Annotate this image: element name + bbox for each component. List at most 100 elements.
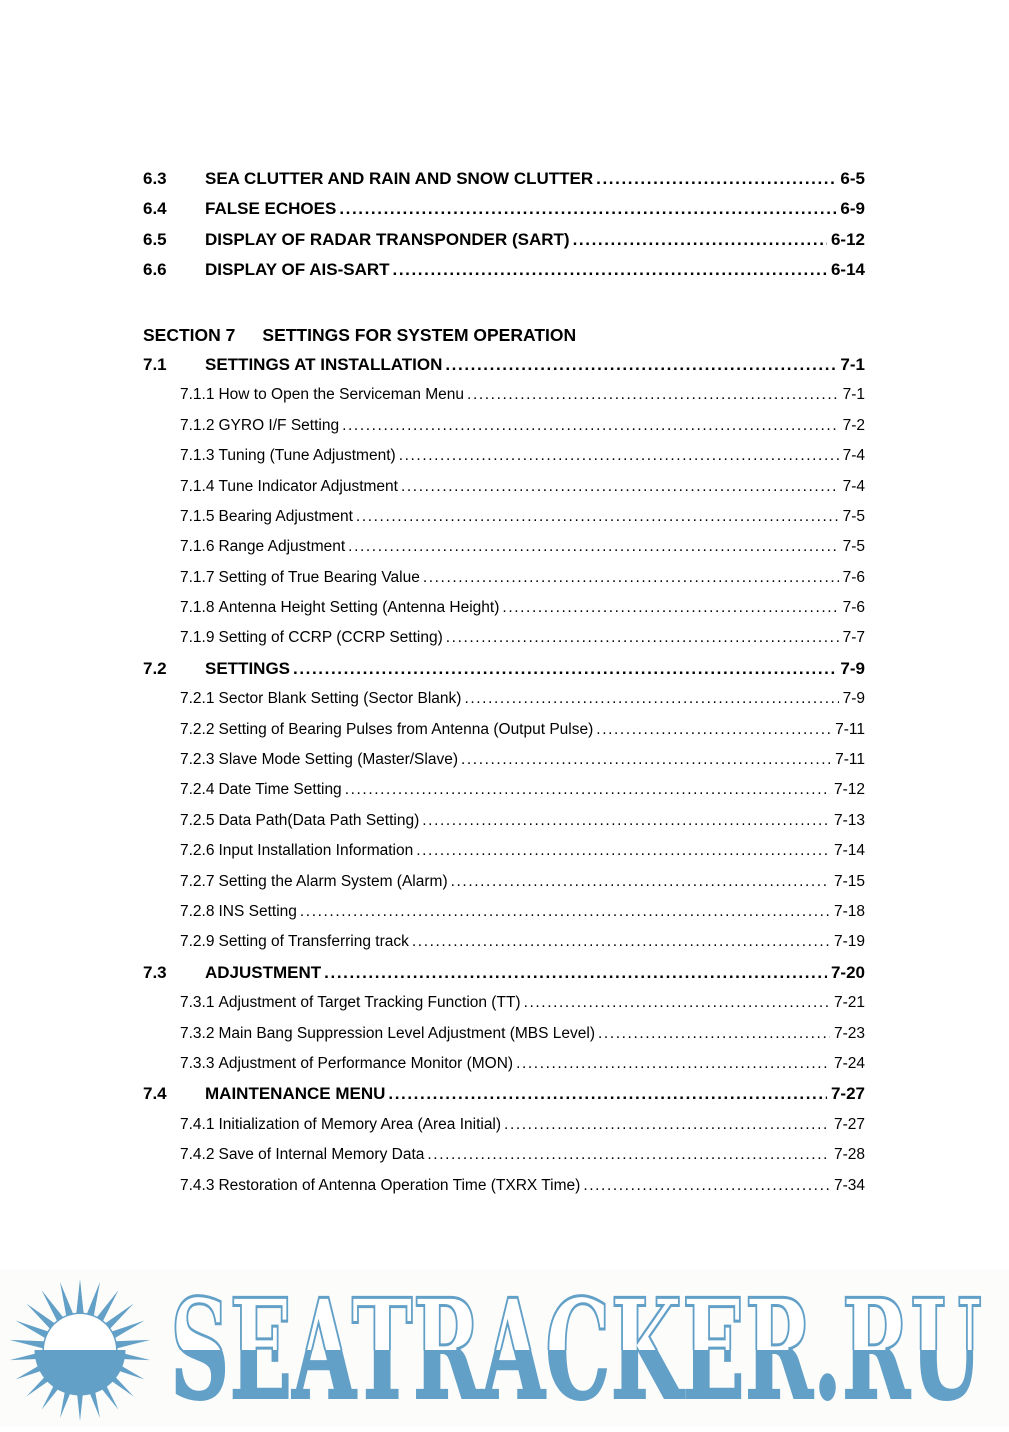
toc-subentry-page: 7-24: [833, 1054, 865, 1072]
toc-subentry-page: 7-4: [842, 447, 865, 465]
section-heading-title: SETTINGS FOR SYSTEM OPERATION: [262, 324, 577, 345]
toc-subentry-page: 7-9: [842, 690, 865, 708]
toc-entry-title: DISPLAY OF AIS-SART: [205, 260, 390, 280]
toc-subentry-title: Main Bang Suppression Level Adjustment (…: [218, 1024, 595, 1042]
toc-subentry: 7.2.6 Input Installation Information ...…: [143, 836, 865, 866]
toc-subentry-number: 7.1.6: [180, 538, 215, 556]
toc-subentry-number: 7.1.7: [180, 568, 215, 586]
toc-dot-leader: ........................................…: [411, 933, 830, 951]
toc-dot-leader: ........................................…: [344, 781, 830, 799]
toc-subentry-number: 7.4.3: [180, 1176, 215, 1194]
table-of-contents: 6.3 SEA CLUTTER AND RAIN AND SNOW CLUTTE…: [143, 164, 865, 1201]
toc-subentry-page: 7-5: [842, 538, 865, 556]
toc-subentry-title: Adjustment of Target Tracking Function (…: [218, 994, 521, 1012]
toc-entry: 6.3 SEA CLUTTER AND RAIN AND SNOW CLUTTE…: [143, 164, 865, 194]
toc-subentry-number: 7.3.1: [180, 994, 215, 1012]
toc-subentry-title: Data Path(Data Path Setting): [218, 811, 420, 829]
toc-subentry-title: Date Time Setting: [218, 781, 342, 799]
toc-subentry-page: 7-12: [833, 781, 865, 799]
toc-subentry-page: 7-34: [833, 1176, 865, 1194]
toc-subentry: 7.2.1 Sector Blank Setting (Sector Blank…: [143, 684, 865, 714]
toc-subentry-title: Save of Internal Memory Data: [218, 1146, 425, 1164]
toc-subentry: 7.2.4 Date Time Setting ................…: [143, 775, 865, 805]
sun-lower-half: [34, 1350, 126, 1396]
toc-subentry-number: 7.3.2: [180, 1024, 215, 1042]
toc-dot-leader: ........................................…: [339, 199, 836, 219]
toc-dot-leader: ........................................…: [583, 1176, 830, 1194]
watermark-text: SEATRACKER.RU: [170, 1270, 982, 1427]
toc-entry-title: SEA CLUTTER AND RAIN AND SNOW CLUTTER: [205, 169, 594, 188]
toc-subentry: 7.3.2 Main Bang Suppression Level Adjust…: [143, 1019, 865, 1049]
toc-subentry-number: 7.1.8: [180, 599, 215, 617]
toc-entry: 6.5 DISPLAY OF RADAR TRANSPONDER (SART) …: [143, 225, 865, 255]
toc-dot-leader: ........................................…: [445, 629, 839, 647]
toc-subentry-title: Adjustment of Performance Monitor (MON): [218, 1054, 514, 1072]
toc-subentry-number: 7.1.4: [180, 477, 215, 495]
toc-entry-page: 6-12: [830, 229, 865, 249]
section-heading-number: SECTION 7: [143, 324, 236, 345]
toc-subentry: 7.2.3 Slave Mode Setting (Master/Slave) …: [143, 745, 865, 775]
toc-subentry-title: Setting of Bearing Pulses from Antenna (…: [218, 720, 594, 738]
toc-entry-title: SETTINGS AT INSTALLATION: [205, 354, 443, 374]
toc-entry-page: 7-20: [830, 962, 865, 982]
toc-dot-leader: ........................................…: [445, 354, 836, 374]
toc-subentry-number: 7.1.1: [180, 386, 215, 404]
toc-subentry: 7.2.9 Setting of Transferring track ....…: [143, 927, 865, 957]
toc-subentry-number: 7.1.9: [180, 629, 215, 647]
toc-subentry-number: 7.1.3: [180, 447, 215, 465]
toc-entry-number: 6.6: [143, 260, 167, 280]
toc-subentry: 7.1.8 Antenna Height Setting (Antenna He…: [143, 593, 865, 623]
toc-subentry-title: Setting of Transferring track: [218, 933, 409, 951]
toc-subentry-title: GYRO I/F Setting: [218, 416, 340, 434]
toc-entry-page: 6-14: [830, 260, 865, 280]
toc-subentry-page: 7-23: [833, 1024, 865, 1042]
toc-entry-title: ADJUSTMENT: [205, 962, 322, 982]
toc-subentry-number: 7.2.9: [180, 933, 215, 951]
toc-subentry-title: Setting of True Bearing Value: [218, 568, 420, 586]
toc-dot-leader: ........................................…: [342, 416, 839, 434]
toc-subentry-page: 7-21: [833, 994, 865, 1012]
toc-subentry: 7.2.2 Setting of Bearing Pulses from Ant…: [143, 715, 865, 745]
toc-subentry: 7.1.1 How to Open the Serviceman Menu ..…: [143, 380, 865, 410]
toc-entry-title: MAINTENANCE MENU: [205, 1084, 386, 1104]
toc-dot-leader: ........................................…: [392, 260, 827, 280]
toc-dot-leader: ........................................…: [504, 1115, 830, 1133]
toc-dot-leader: ........................................…: [596, 169, 837, 188]
toc-subentry-number: 7.1.5: [180, 507, 215, 525]
toc-entry-page: 7-27: [830, 1084, 865, 1104]
toc-subentry-page: 7-18: [833, 902, 865, 920]
toc-subentry: 7.2.7 Setting the Alarm System (Alarm) .…: [143, 867, 865, 897]
toc-entry-page: 6-9: [840, 199, 865, 219]
toc-entry-page: 7-9: [840, 658, 865, 678]
toc-entry: 6.6 DISPLAY OF AIS-SART ................…: [143, 255, 865, 285]
toc-dot-leader: ........................................…: [416, 842, 830, 860]
toc-dot-leader: ........................................…: [400, 477, 839, 495]
toc-entry-page: 7-1: [840, 354, 865, 374]
toc-entry-number: 6.5: [143, 229, 167, 249]
toc-dot-leader: ........................................…: [598, 1024, 830, 1042]
toc-subentry-title: Setting of CCRP (CCRP Setting): [218, 629, 443, 647]
toc-subentry-title: Antenna Height Setting (Antenna Height): [218, 599, 500, 617]
toc-dot-leader: ........................................…: [467, 386, 839, 404]
toc-entry-title: SETTINGS: [205, 658, 291, 678]
toc-entry-number: 7.3: [143, 962, 167, 982]
toc-subentry-number: 7.2.4: [180, 781, 215, 799]
seatracker-logo: SEATRACKER.RU SEATRACKER.RU: [9, 1267, 983, 1432]
sun-dome: [44, 1314, 116, 1350]
toc-dot-leader: ........................................…: [422, 811, 830, 829]
toc-entry: 7.3 ADJUSTMENT .........................…: [143, 958, 865, 988]
toc-subentry-number: 7.2.6: [180, 842, 215, 860]
toc-entry-title: DISPLAY OF RADAR TRANSPONDER (SART): [205, 229, 570, 249]
toc-dot-leader: ........................................…: [422, 568, 839, 586]
toc-entry-page: 6-5: [840, 169, 865, 188]
toc-subentry-number: 7.4.2: [180, 1146, 215, 1164]
toc-dot-leader: ........................................…: [348, 538, 839, 556]
toc-subentry-page: 7-11: [835, 720, 865, 738]
toc-entry: 7.2 SETTINGS ...........................…: [143, 654, 865, 684]
toc-subentry-title: Bearing Adjustment: [218, 507, 353, 525]
toc-subentry-title: How to Open the Serviceman Menu: [218, 386, 465, 404]
toc-entry-title: FALSE ECHOES: [205, 199, 337, 219]
toc-subentry-page: 7-6: [842, 599, 865, 617]
toc-subentry-number: 7.2.7: [180, 872, 215, 890]
toc-entry: 7.1 SETTINGS AT INSTALLATION ...........…: [143, 350, 865, 380]
